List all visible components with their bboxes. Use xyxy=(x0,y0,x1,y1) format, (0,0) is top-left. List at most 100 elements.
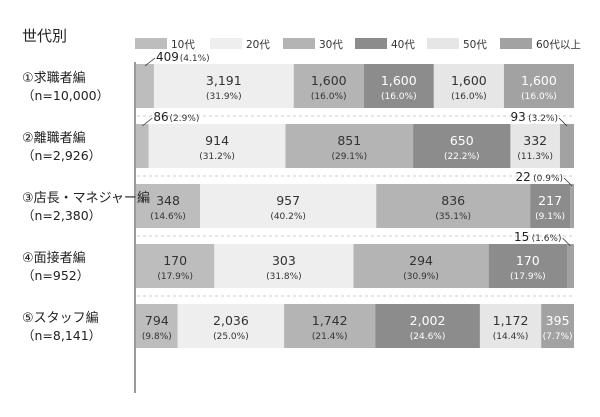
bar-rows: 409 (4.1%) 3,191 (31.9%) 1,600 (16.0%) 1,600 (1… xyxy=(136,50,574,348)
category-sample-size: （n=2,380） xyxy=(22,208,101,223)
legend-swatch xyxy=(355,38,387,49)
percent-label: (0.9%) xyxy=(533,174,563,184)
percent-label: (22.2%) xyxy=(444,152,480,162)
legend-swatch xyxy=(500,38,532,49)
category-label: ②離職者編 xyxy=(22,130,86,146)
bar-segment xyxy=(148,124,286,168)
category-label: ①求職者編 xyxy=(22,70,86,86)
percent-label: (4.1%) xyxy=(180,54,210,64)
bar-row: 409 (4.1%) 3,191 (31.9%) 1,600 (16.0%) 1,600 (1… xyxy=(136,50,574,108)
bar-segment xyxy=(433,64,504,108)
percent-label: (16.0%) xyxy=(311,92,347,102)
bar-segment xyxy=(363,64,434,108)
category-sample-size: （n=8,141） xyxy=(22,328,101,343)
percent-label: (31.9%) xyxy=(206,92,242,102)
percent-label: (1.6%) xyxy=(532,234,562,244)
percent-label: (9.8%) xyxy=(142,332,172,342)
legend-swatch xyxy=(283,38,315,49)
bar-segment xyxy=(530,184,571,228)
bar-segment xyxy=(284,304,376,348)
bar-segment xyxy=(510,124,560,168)
bar-row: 86 (2.9%) 914 (31.2%) 851 (29.1%) 650 (22.2%) 33… xyxy=(136,110,574,168)
bar-row: 794 (9.8%) 2,036 (25.0%) 1,742 (21.4%) 2,002 (2… xyxy=(136,304,574,348)
category-sample-size: （n=2,926） xyxy=(22,148,101,163)
data-label: 348 xyxy=(156,193,180,208)
bar-segment xyxy=(136,244,215,288)
bar-segment xyxy=(479,304,542,348)
bar-segment xyxy=(353,244,489,288)
bar-segment xyxy=(285,124,414,168)
bar-segment xyxy=(136,124,149,168)
data-label: 851 xyxy=(337,133,361,148)
percent-label: (16.0%) xyxy=(451,92,487,102)
bar-segment xyxy=(566,244,574,288)
category-sample-size: （n=10,000） xyxy=(22,88,109,103)
data-label: 409 xyxy=(156,50,179,64)
percent-label: (9.1%) xyxy=(535,212,565,222)
chart-title: 世代別 xyxy=(22,27,67,45)
percent-label: (14.4%) xyxy=(493,332,529,342)
data-label: 303 xyxy=(272,253,296,268)
percent-label: (17.9%) xyxy=(510,272,546,282)
percent-label: (7.7%) xyxy=(543,332,573,342)
percent-label: (31.2%) xyxy=(199,152,235,162)
bar-segment xyxy=(136,64,154,108)
data-label: 86 xyxy=(153,110,168,124)
bar-segment xyxy=(200,184,377,228)
legend-label: 60代以上 xyxy=(536,39,581,51)
bar-segment xyxy=(293,64,364,108)
data-label: 650 xyxy=(450,133,474,148)
percent-label: (11.3%) xyxy=(517,152,553,162)
bar-segment xyxy=(559,124,574,168)
category-label: ⑤スタッフ編 xyxy=(22,310,99,326)
data-label: 836 xyxy=(441,193,465,208)
category-labels: ①求職者編 （n=10,000） ②離職者編 （n=2,926） ③店長・マネジャー編 （… xyxy=(22,70,150,343)
percent-label: (35.1%) xyxy=(435,212,471,222)
data-label: 957 xyxy=(276,193,300,208)
percent-label: (25.0%) xyxy=(213,332,249,342)
percent-label: (24.6%) xyxy=(410,332,446,342)
data-label: 2,002 xyxy=(410,313,446,328)
data-label: 2,036 xyxy=(213,313,249,328)
data-label: 1,742 xyxy=(312,313,348,328)
percent-label: (31.8%) xyxy=(266,272,302,282)
percent-label: (29.1%) xyxy=(331,152,367,162)
bar-segment xyxy=(570,184,574,228)
percent-label: (14.6%) xyxy=(150,212,186,222)
category-sample-size: （n=952） xyxy=(22,268,89,283)
callout-line xyxy=(142,117,153,127)
bar-segment xyxy=(214,244,354,288)
bar-segment xyxy=(541,304,574,348)
data-label: 170 xyxy=(163,253,187,268)
percent-label: (40.2%) xyxy=(270,212,306,222)
bar-row: 348 (14.6%) 957 (40.2%) 836 (35.1%) 217 (9.1%) (… xyxy=(136,170,574,228)
bar-segment xyxy=(488,244,567,288)
bar-segment xyxy=(376,184,531,228)
legend-swatch xyxy=(135,38,167,49)
callout-line xyxy=(563,177,573,187)
data-label: 93 xyxy=(511,110,526,124)
data-label: 395 xyxy=(546,313,570,328)
data-label: 3,191 xyxy=(206,73,242,88)
category-label: ④面接者編 xyxy=(22,250,86,266)
legend-label: 20代 xyxy=(246,39,270,51)
bar-segment xyxy=(503,64,574,108)
percent-label: (16.0%) xyxy=(521,92,557,102)
data-label: 1,600 xyxy=(381,73,417,88)
callout-line xyxy=(562,237,571,247)
percent-label: (2.9%) xyxy=(170,114,200,124)
legend-label: 50代 xyxy=(463,39,487,51)
bar-segment xyxy=(177,304,285,348)
data-label: 1,172 xyxy=(493,313,529,328)
legend-label: 40代 xyxy=(391,39,415,51)
percent-label: (30.9%) xyxy=(403,272,439,282)
legend: 10代 20代 30代 40代 50代 60代以上 xyxy=(135,38,581,51)
callout-line xyxy=(144,57,156,67)
bar-segment xyxy=(413,124,511,168)
bar-segment xyxy=(153,64,294,108)
legend-swatch xyxy=(210,38,242,49)
data-label: 217 xyxy=(538,193,562,208)
percent-label: (21.4%) xyxy=(312,332,348,342)
category-label: ③店長・マネジャー編 xyxy=(22,190,150,206)
